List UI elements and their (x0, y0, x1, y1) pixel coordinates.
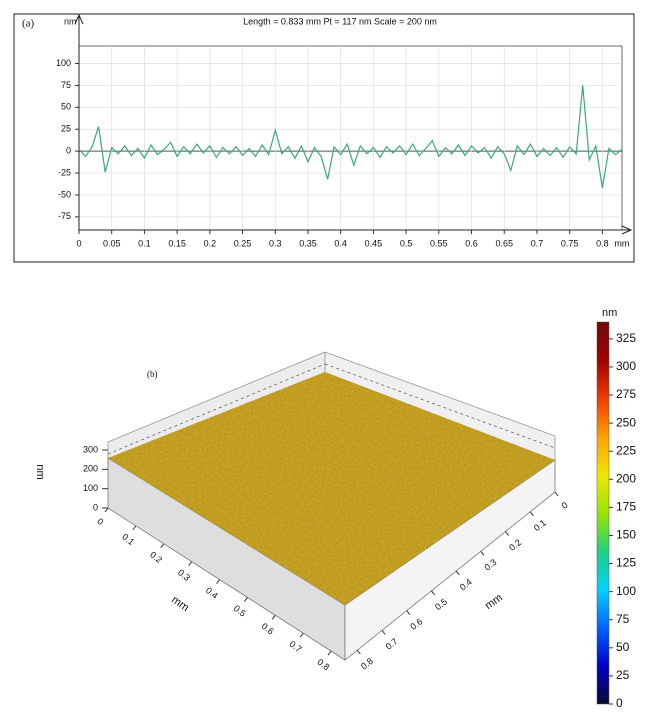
y-tick-label: 0.2 (507, 537, 523, 553)
x-tick-label: 0.8 (315, 657, 331, 673)
y-tick-label: -50 (58, 189, 71, 199)
y-tick-label: 50 (61, 102, 71, 112)
plot-area (78, 45, 623, 231)
x-tick-label: 0.6 (465, 238, 478, 248)
x-tick-label: 0.3 (269, 238, 282, 248)
x-tick-label: 0.4 (334, 238, 347, 248)
y-tick-label: -75 (58, 211, 71, 221)
x-tick-label: 0.2 (148, 549, 164, 565)
tick-mark (216, 579, 220, 584)
colorbar-tick-label: 300 (616, 359, 636, 373)
x-tick-label: 0.7 (531, 238, 544, 248)
colorbar-tick-label: 125 (616, 556, 636, 570)
y-tick-label: 0.1 (532, 517, 548, 533)
profile-line (78, 85, 623, 188)
y-tick-label: 0.6 (408, 616, 424, 632)
x-axis-label: mm (169, 594, 191, 614)
x-tick-label: 0.8 (596, 238, 609, 248)
y-tick-label: 100 (56, 58, 71, 68)
x-tick-label: 0.5 (232, 603, 248, 619)
colorbar-tick-label: 225 (616, 443, 636, 457)
tick-mark (244, 597, 248, 602)
x-tick-label: 0.6 (260, 621, 276, 637)
y-tick-label: 0.5 (433, 597, 449, 613)
colorbar-tick-label: 250 (616, 415, 636, 429)
x-tick-label: 0.7 (288, 639, 304, 655)
x-tick-label: 0.25 (234, 238, 252, 248)
tick-mark (104, 507, 109, 513)
colorbar-tick-label: 50 (616, 640, 630, 654)
colorbar-tick-label: 275 (616, 387, 636, 401)
tick-mark (271, 614, 276, 620)
x-tick-label: 0.45 (365, 238, 383, 248)
y-tick-label: 0 (560, 500, 570, 511)
tick-mark (529, 511, 534, 517)
wall-dash (324, 363, 556, 449)
x-tick-label: 0.1 (120, 532, 136, 548)
x-tick-label: 0 (76, 238, 81, 248)
x-tick-label: 0.35 (299, 238, 317, 248)
tick-mark (480, 550, 485, 556)
tick-mark (327, 650, 332, 656)
colorbar-tick-label: 25 (616, 668, 630, 682)
tick-mark (381, 630, 386, 635)
x-tick-label: 0.75 (561, 238, 579, 248)
axis-arrow (621, 225, 633, 235)
tick-mark (356, 649, 361, 655)
panel-label: (a) (22, 18, 35, 30)
x-tick-label: 0.2 (204, 238, 217, 248)
y-tick-label: 0.4 (458, 577, 474, 593)
tick-mark (505, 531, 509, 536)
x-tick-label: 0.65 (495, 238, 513, 248)
z-tick-label: 300 (83, 444, 98, 454)
colorbar-label: nm (602, 307, 617, 319)
z-axis-label: nm (34, 464, 46, 479)
z-tick-label: 100 (83, 483, 98, 493)
panel-a-frame (13, 13, 635, 263)
colorbar-tick-label: 200 (616, 471, 636, 485)
colorbar (596, 321, 610, 705)
colorbar-tick-label: 175 (616, 500, 636, 514)
y-tick-label: -25 (58, 167, 71, 177)
colorbar-tick-label: 150 (616, 528, 636, 542)
tick-mark (431, 590, 435, 596)
y-axis-label: mm (483, 592, 505, 612)
x-tick-label: 0.15 (168, 238, 186, 248)
tick-mark (299, 632, 304, 638)
x-tick-label: 0.3 (176, 567, 192, 583)
tick-mark (406, 610, 411, 615)
y-tick-label: 75 (61, 80, 71, 90)
x-tick-label: 0.4 (204, 585, 220, 601)
tick-mark (160, 543, 165, 549)
x-tick-label: 0.5 (400, 238, 413, 248)
colorbar-tick-label: 325 (616, 331, 636, 345)
y-tick-label: 0 (66, 146, 71, 156)
tick-mark (554, 491, 559, 497)
z-tick-label: 200 (83, 464, 98, 474)
x-tick-label: 0.55 (430, 238, 448, 248)
y-axis-label: nm (64, 16, 77, 26)
chart-title: Length = 0.833 mm Pt = 117 nm Scale = 20… (243, 16, 437, 26)
x-tick-label: 0 (95, 516, 105, 527)
x-tick-label: 0.05 (103, 238, 121, 248)
tick-mark (188, 561, 193, 566)
x-tick-label: 0.1 (138, 238, 151, 248)
axis-arrow (74, 13, 84, 25)
colorbar-tick-label: 0 (616, 696, 623, 710)
colorbar-tick-label: 75 (616, 612, 630, 626)
colorbar-tick-label: 100 (616, 584, 636, 598)
tick-mark (132, 525, 137, 531)
y-tick-label: 0.3 (482, 557, 498, 573)
surface-texture (108, 372, 555, 605)
y-tick-label: 0.8 (359, 656, 375, 672)
tick-mark (455, 570, 460, 576)
x-axis-label: mm (614, 238, 629, 248)
y-tick-label: 0.7 (384, 636, 400, 652)
z-tick-label: 0 (93, 502, 98, 512)
y-tick-label: 25 (61, 124, 71, 134)
panel-label: (b) (147, 369, 158, 379)
